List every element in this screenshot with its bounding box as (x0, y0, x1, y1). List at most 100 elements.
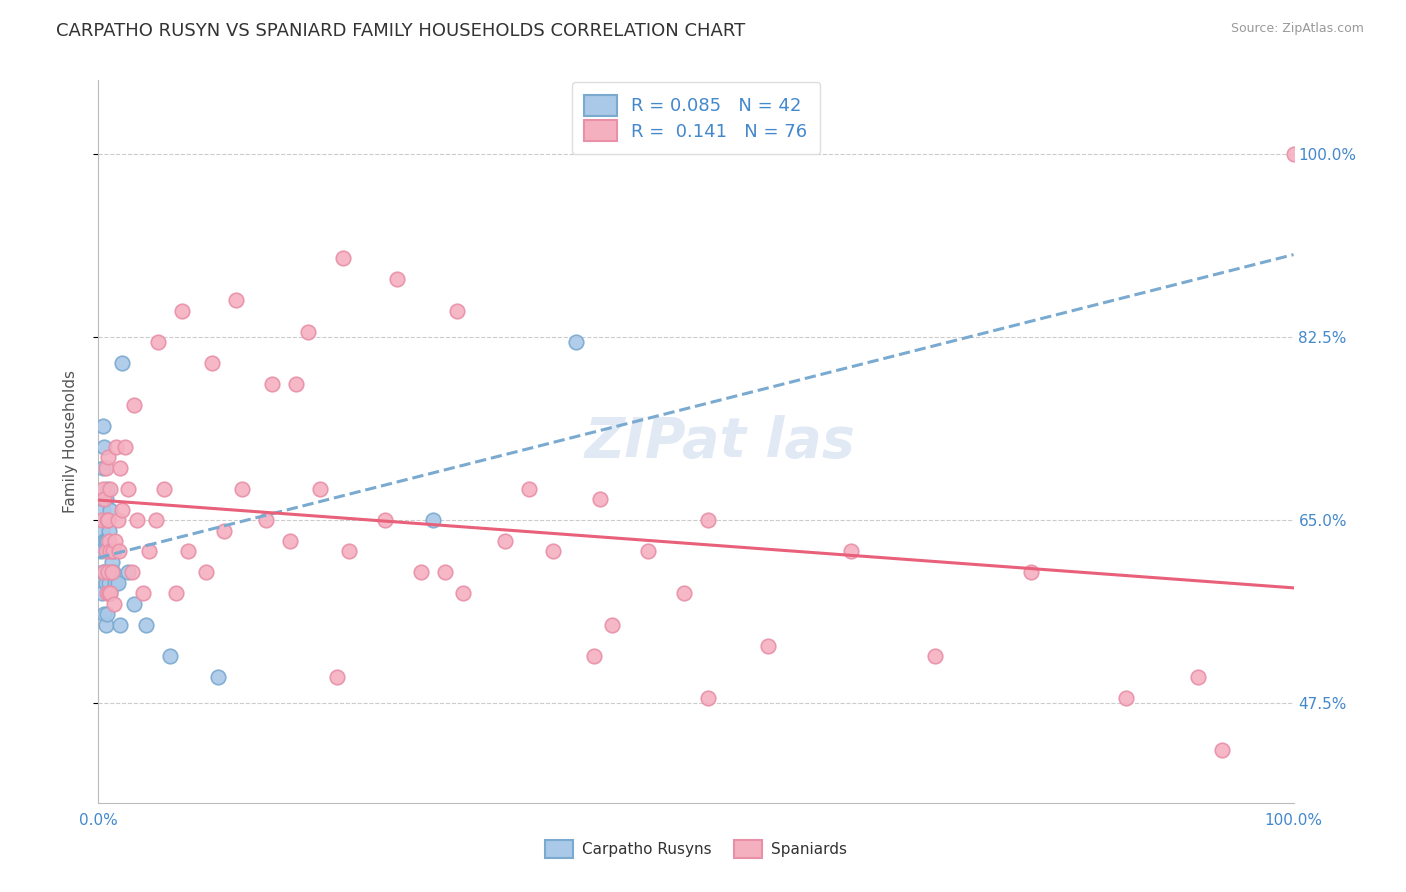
Point (93, 492, 115, 507)
Point (1115, 691, 1137, 706)
Point (96, 607, 118, 622)
Point (131, 586, 153, 600)
pink_trend (1285, 582, 1302, 593)
Point (98, 544, 122, 558)
Point (107, 544, 129, 558)
Point (90, 544, 112, 558)
Point (494, 534, 516, 549)
Point (172, 303, 194, 318)
Point (411, 566, 433, 580)
Point (93, 607, 115, 622)
Point (326, 670, 349, 684)
blue_trend (1097, 297, 1114, 308)
Point (93, 492, 115, 507)
Point (91, 502, 114, 516)
Point (135, 617, 157, 632)
pink_trend (90, 495, 107, 506)
Point (138, 544, 160, 558)
Point (145, 513, 167, 527)
Point (100, 555, 122, 569)
Point (339, 544, 361, 558)
Point (201, 356, 224, 370)
Line: pink_trend: pink_trend (98, 500, 1294, 588)
Point (924, 649, 946, 664)
Point (98, 586, 122, 600)
Point (97, 566, 120, 580)
Point (697, 691, 720, 706)
blue_trend (90, 552, 107, 563)
Point (94, 575, 117, 590)
blue_trend (1173, 277, 1189, 288)
Point (107, 575, 129, 590)
blue_trend (94, 551, 111, 562)
Point (96, 566, 118, 580)
Point (697, 513, 720, 527)
Point (114, 440, 136, 454)
Point (91, 460, 114, 475)
Point (94, 534, 117, 549)
Point (177, 544, 200, 558)
pink_trend (801, 547, 818, 558)
Point (111, 502, 134, 516)
Point (284, 376, 307, 391)
blue_trend (801, 372, 818, 383)
Point (91, 482, 114, 496)
Point (93, 440, 115, 454)
Point (98, 502, 122, 516)
Point (91, 586, 114, 600)
Point (97, 513, 120, 527)
Point (260, 376, 283, 391)
pink_trend (821, 549, 838, 559)
Point (91, 566, 114, 580)
Legend: Carpatho Rusyns, Spaniards: Carpatho Rusyns, Spaniards (538, 834, 853, 863)
Point (159, 649, 181, 664)
Point (91, 418, 114, 433)
Point (104, 575, 127, 590)
Point (1211, 743, 1233, 757)
Point (434, 566, 457, 580)
Point (756, 639, 779, 653)
Point (108, 617, 131, 632)
Point (96, 482, 118, 496)
pink_trend (1173, 574, 1189, 585)
pink_trend (797, 547, 814, 558)
Point (124, 398, 146, 412)
Point (1187, 670, 1209, 684)
Point (541, 544, 564, 558)
Point (637, 544, 659, 558)
Point (98, 586, 121, 600)
Point (94, 460, 117, 475)
Point (103, 597, 125, 611)
Point (103, 544, 125, 558)
Point (451, 586, 474, 600)
Point (105, 440, 128, 454)
Point (101, 544, 124, 558)
Point (385, 272, 409, 286)
Line: blue_trend: blue_trend (98, 254, 1294, 558)
Point (98, 575, 121, 590)
Point (101, 566, 124, 580)
Text: Source: ZipAtlas.com: Source: ZipAtlas.com (1230, 22, 1364, 36)
Point (93, 566, 115, 580)
Point (104, 534, 127, 549)
Point (121, 566, 143, 580)
Point (673, 586, 696, 600)
Point (153, 482, 176, 496)
Point (1019, 566, 1042, 580)
Point (446, 303, 468, 318)
Point (97, 544, 120, 558)
Point (100, 566, 122, 580)
Point (602, 617, 624, 632)
Point (254, 513, 277, 527)
Point (422, 513, 444, 527)
Point (565, 334, 588, 349)
Point (93, 534, 115, 549)
Point (98, 524, 121, 538)
Point (97, 513, 120, 527)
Point (212, 524, 235, 538)
Point (98, 534, 121, 549)
Point (278, 534, 301, 549)
Point (108, 460, 131, 475)
pink_trend (1097, 569, 1114, 580)
Point (91, 513, 114, 527)
